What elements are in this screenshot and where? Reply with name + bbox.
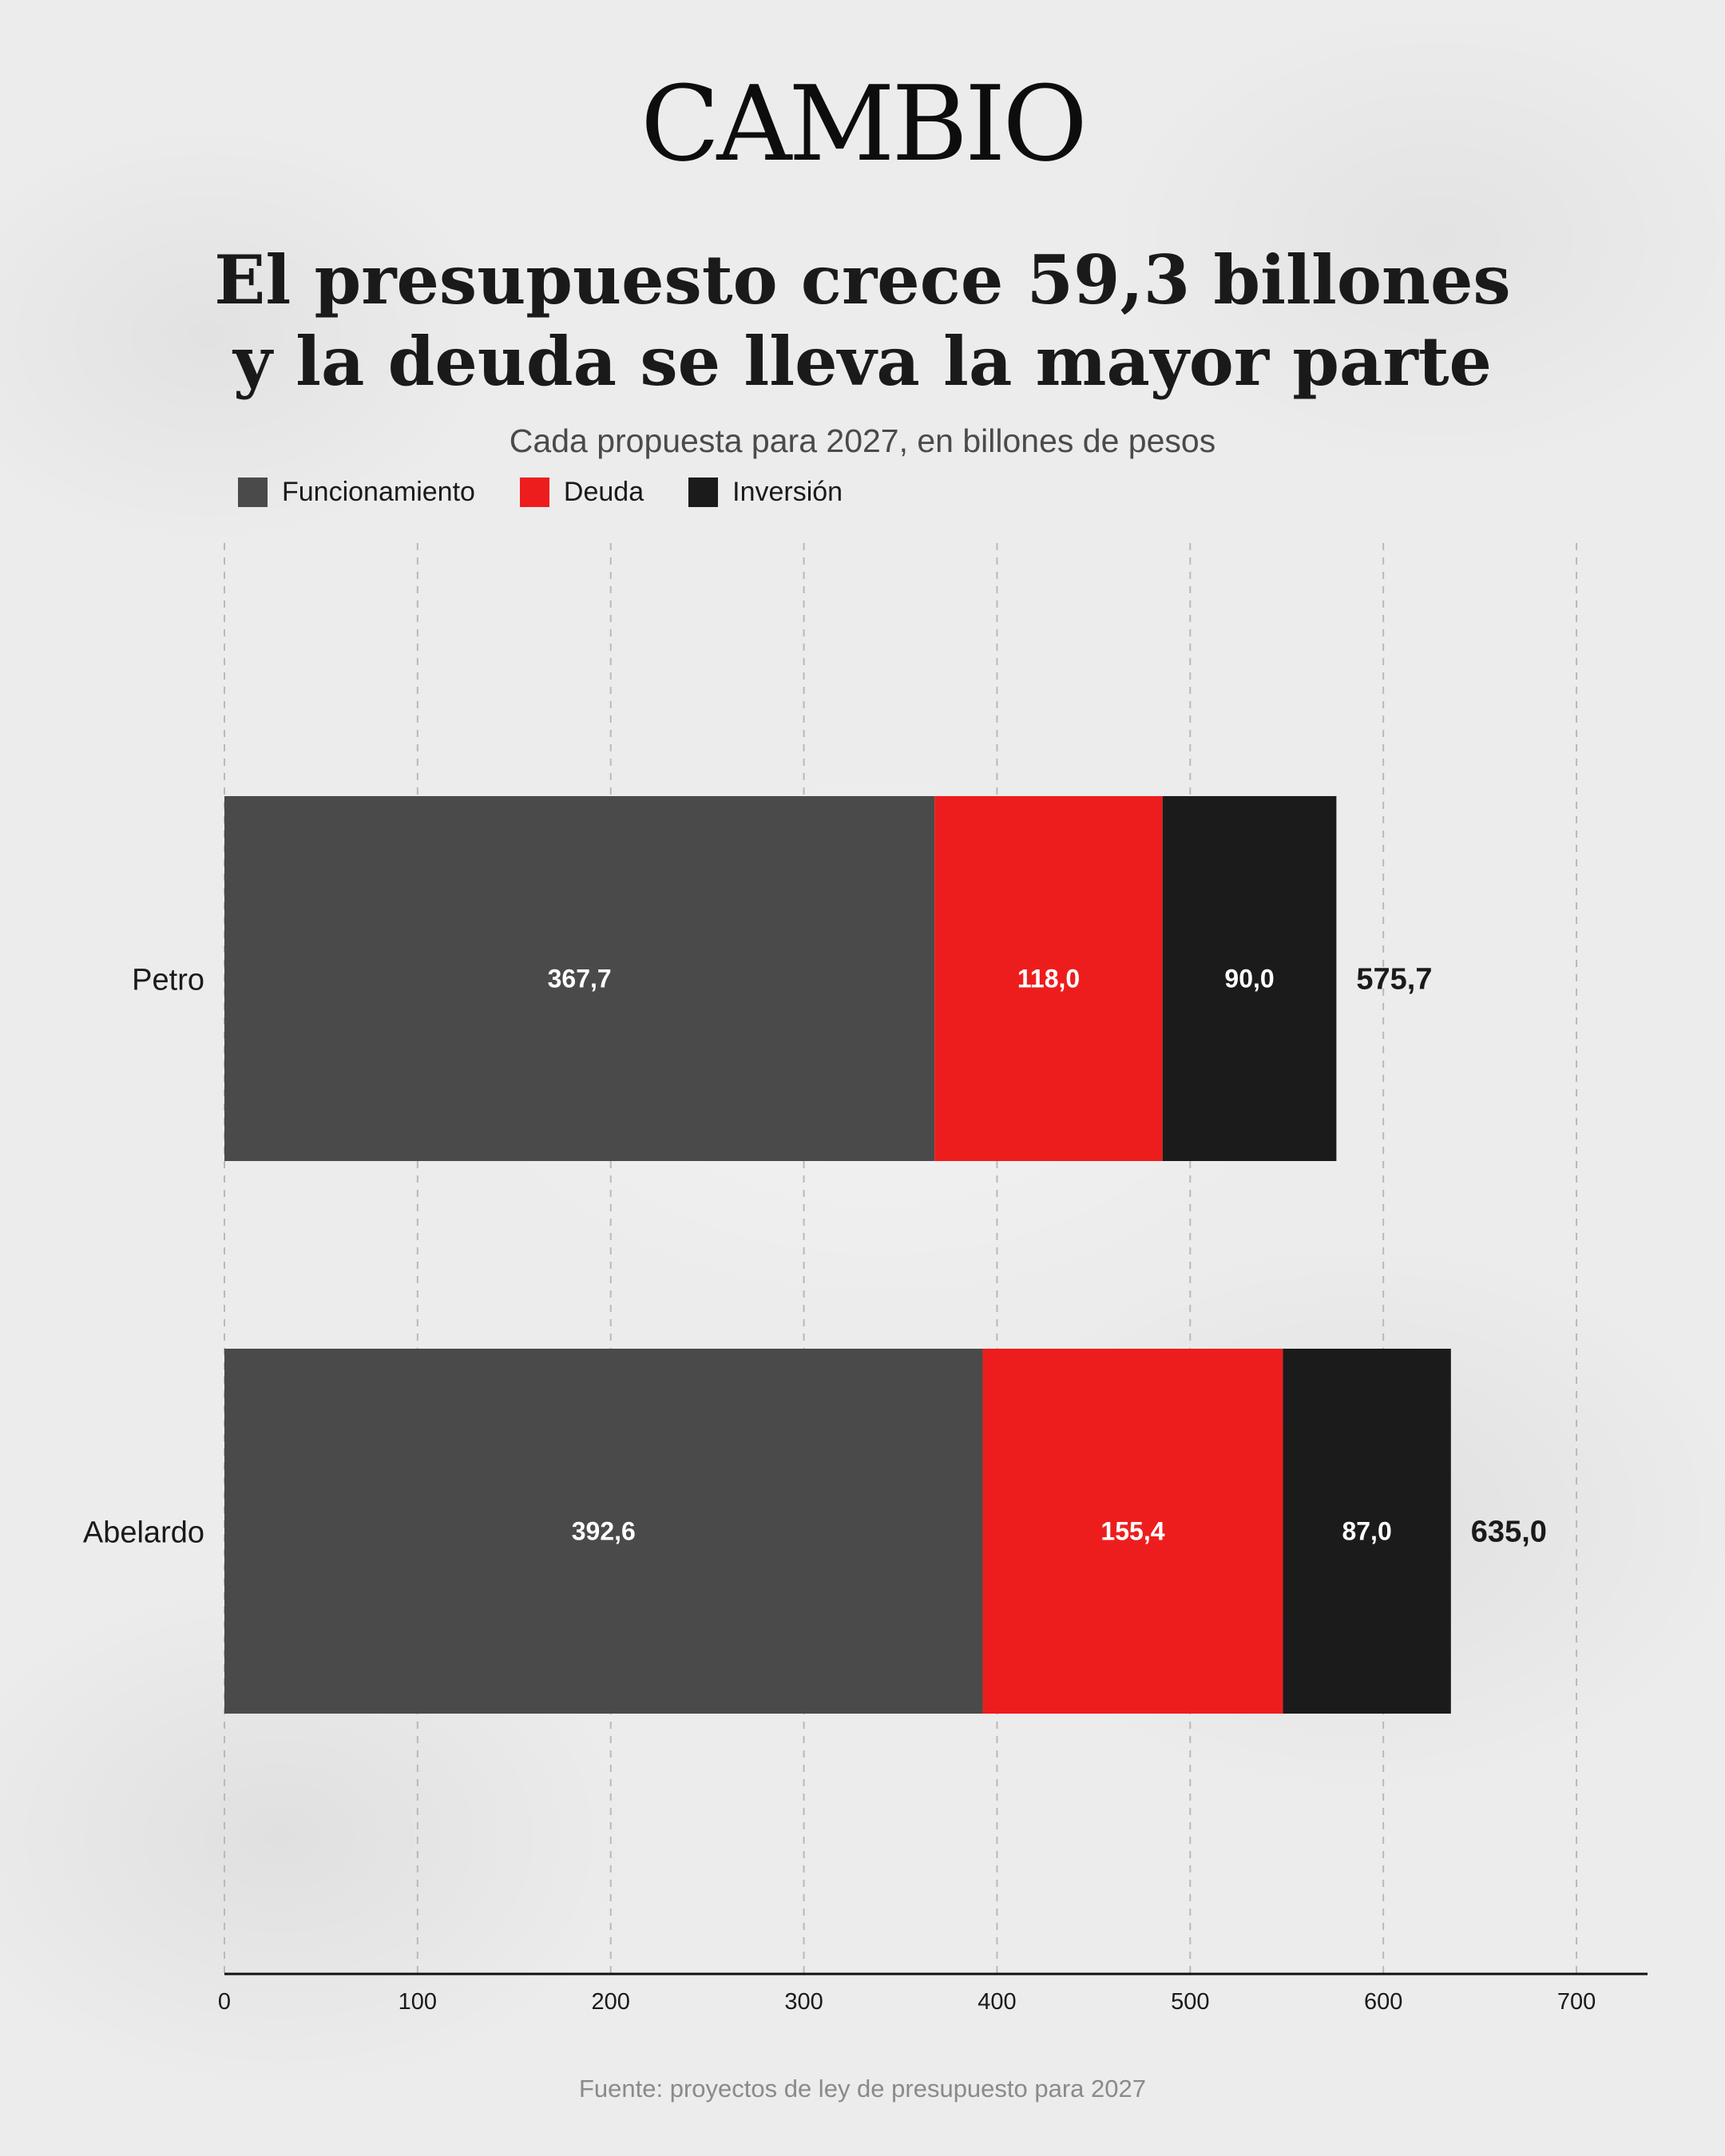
x-tick-label-400: 400 [978,1989,1016,2015]
brand-logo: CAMBIO [640,63,1088,184]
legend-swatch-inversion [688,477,719,507]
bar-abelardo-inversion [1283,1349,1451,1714]
bar-abelardo-funcionamiento [224,1349,983,1714]
bar-petro-funcionamiento [224,796,935,1161]
x-tick-label-200: 200 [592,1989,630,2015]
legend-item-inversion: Inversión [688,477,843,508]
x-tick-label-700: 700 [1557,1989,1596,2015]
x-tick-label-100: 100 [399,1989,437,2015]
data-label-petro-inversion: 90,0 [1224,965,1274,993]
bar-petro-inversion [1162,796,1337,1161]
chart-title-line-1: El presupuesto crece 59,3 billones [214,240,1511,319]
data-label-petro-deuda: 118,0 [1017,965,1080,993]
legend-item-funcionamiento: Funcionamiento [238,477,475,508]
data-label-petro-funcionamiento: 367,7 [548,965,612,993]
bar-abelardo-deuda [982,1349,1283,1714]
bar-petro-deuda [934,796,1163,1161]
data-label-abelardo-funcionamiento: 392,6 [572,1517,636,1546]
total-label-petro: 575,7 [1356,963,1432,997]
chart-title: El presupuesto crece 59,3 billones y la … [0,240,1725,402]
chart-title-line-2: y la deuda se lleva la mayor parte [233,322,1492,401]
category-label-petro: Petro [132,964,204,997]
legend-swatch-funcionamiento [238,477,268,507]
data-label-abelardo-inversion: 87,0 [1342,1517,1391,1546]
x-tick-label-0: 0 [218,1989,231,2015]
source-note: Fuente: proyectos de ley de presupuesto … [578,2075,1147,2102]
chart-subtitle: Cada propuesta para 2027, en billones de… [509,422,1216,459]
x-tick-label-300: 300 [784,1989,823,2015]
chart-legend: Funcionamiento Deuda Inversión [238,471,887,513]
x-tick-label-500: 500 [1171,1989,1209,2015]
data-label-abelardo-deuda: 155,4 [1100,1517,1164,1546]
legend-label-deuda: Deuda [563,476,644,507]
legend-label-inversion: Inversión [732,476,843,507]
legend-label-funcionamiento: Funcionamiento [282,476,475,507]
category-label-abelardo: Abelardo [83,1516,204,1550]
x-tick-label-600: 600 [1364,1989,1402,2015]
total-label-abelardo: 635,0 [1471,1516,1547,1549]
legend-item-deuda: Deuda [519,476,644,508]
legend-swatch-deuda [519,477,549,507]
